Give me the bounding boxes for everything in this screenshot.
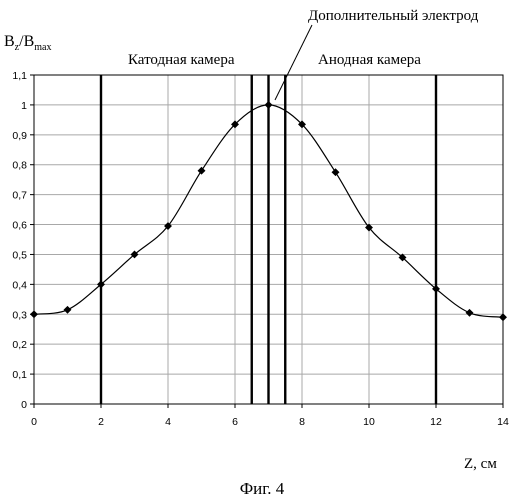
y-tick-label: 0,6 — [12, 220, 27, 232]
figure-caption: Фиг. 4 — [240, 479, 285, 498]
y-tick-label: 0,8 — [12, 160, 27, 172]
x-tick-label: 4 — [165, 416, 171, 428]
extra-electrode-leader-line — [275, 25, 312, 100]
data-point-marker — [64, 306, 72, 314]
x-tick-label: 2 — [98, 416, 104, 428]
data-point-marker — [466, 309, 474, 317]
x-tick-label: 12 — [430, 416, 442, 428]
y-tick-label: 0,5 — [12, 249, 27, 261]
x-axis-label: Z, см — [464, 456, 497, 472]
y-tick-label: 0 — [21, 399, 27, 411]
y-tick-label: 0,7 — [12, 190, 27, 202]
extra-electrode-label: Дополнительный электрод — [308, 8, 479, 24]
cathode-chamber-label: Катодная камера — [128, 52, 235, 68]
chamber-boundary-lines — [101, 75, 436, 404]
y-axis-label: Bz/Bmax — [4, 33, 51, 53]
data-point-marker — [30, 310, 38, 318]
x-tick-label: 0 — [31, 416, 37, 428]
y-tick-label: 0,4 — [12, 279, 27, 291]
x-tick-label: 14 — [497, 416, 509, 428]
y-tick-label: 0,9 — [12, 130, 27, 142]
x-tick-label: 10 — [363, 416, 375, 428]
data-point-marker — [198, 167, 206, 175]
y-tick-label: 0,1 — [12, 369, 27, 381]
data-point-marker — [332, 168, 340, 176]
y-tick-label: 1,1 — [12, 70, 27, 82]
x-tick-label: 8 — [299, 416, 305, 428]
y-tick-label: 0,2 — [12, 339, 27, 351]
y-tick-label: 0,3 — [12, 309, 27, 321]
data-point-marker — [265, 101, 273, 109]
anode-chamber-label: Анодная камера — [318, 52, 421, 68]
x-tick-label: 6 — [232, 416, 238, 428]
y-tick-label: 1 — [21, 100, 27, 112]
